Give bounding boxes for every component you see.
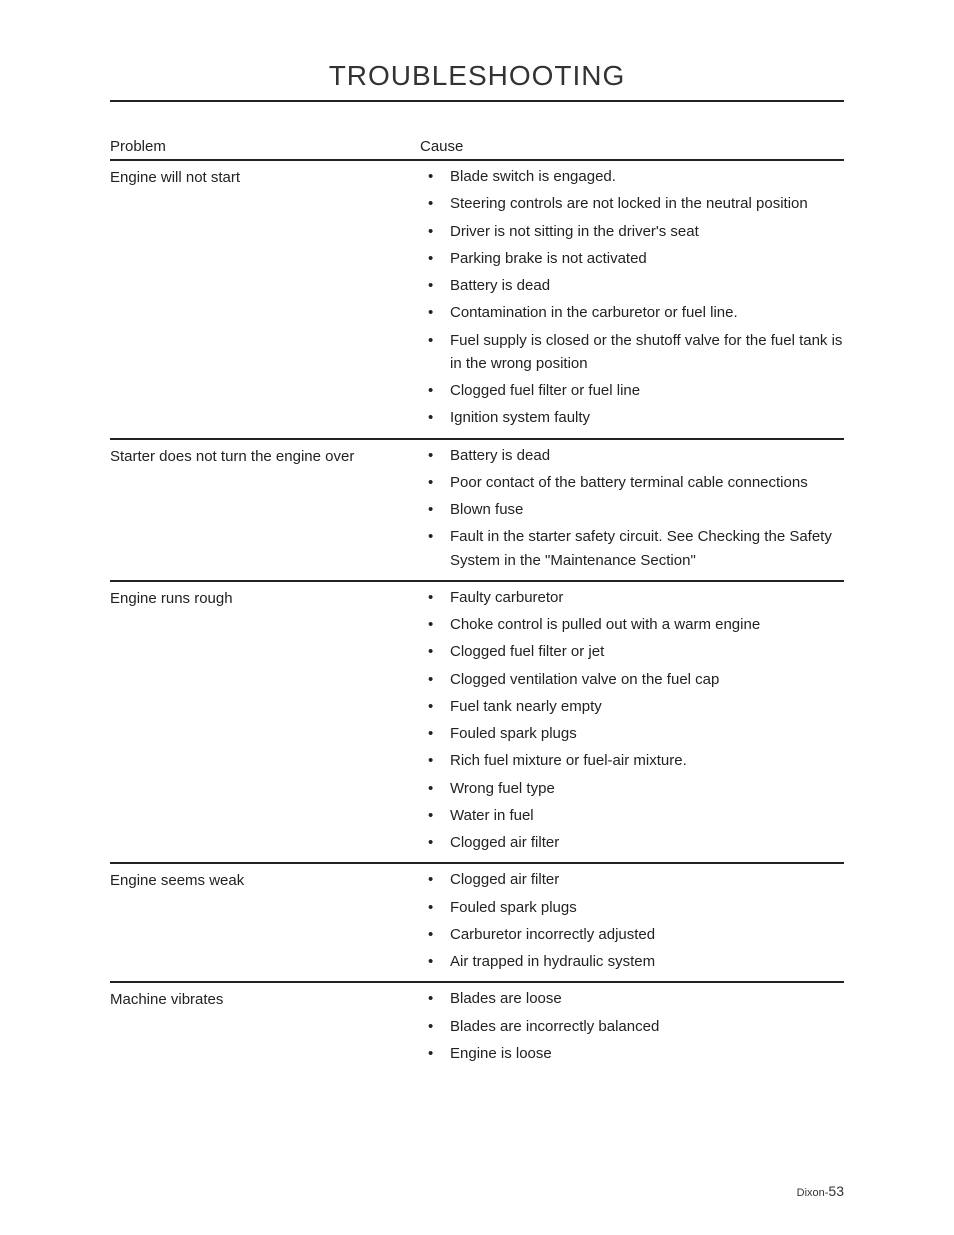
table-row: Engine will not startBlade switch is eng… bbox=[110, 161, 844, 440]
cause-item: Blades are incorrectly balanced bbox=[420, 1015, 844, 1042]
cause-item: Blade switch is engaged. bbox=[420, 165, 844, 192]
cause-list: Clogged air filterFouled spark plugsCarb… bbox=[420, 868, 844, 977]
cause-item: Rich fuel mixture or fuel-air mixture. bbox=[420, 749, 844, 776]
cause-item: Blades are loose bbox=[420, 987, 844, 1014]
cause-item: Blown fuse bbox=[420, 498, 844, 525]
document-page: TROUBLESHOOTING Problem Cause Engine wil… bbox=[0, 0, 954, 1235]
cause-item: Steering controls are not locked in the … bbox=[420, 192, 844, 219]
cause-item: Water in fuel bbox=[420, 804, 844, 831]
cause-item: Fouled spark plugs bbox=[420, 896, 844, 923]
cause-item: Choke control is pulled out with a warm … bbox=[420, 613, 844, 640]
cause-item: Battery is dead bbox=[420, 274, 844, 301]
cause-item: Fuel tank nearly empty bbox=[420, 695, 844, 722]
cause-item: Fuel supply is closed or the shutoff val… bbox=[420, 329, 844, 380]
table-row: Starter does not turn the engine overBat… bbox=[110, 440, 844, 582]
table-row: Engine seems weakClogged air filterFoule… bbox=[110, 864, 844, 983]
cause-item: Clogged fuel filter or jet bbox=[420, 640, 844, 667]
cause-list: Blades are looseBlades are incorrectly b… bbox=[420, 987, 844, 1069]
problem-cell: Engine runs rough bbox=[110, 586, 420, 859]
problem-cell: Engine will not start bbox=[110, 165, 420, 434]
cause-item: Poor contact of the battery terminal cab… bbox=[420, 471, 844, 498]
problem-cell: Machine vibrates bbox=[110, 987, 420, 1069]
problem-cell: Starter does not turn the engine over bbox=[110, 444, 420, 576]
cause-item: Fouled spark plugs bbox=[420, 722, 844, 749]
cause-list: Faulty carburetorChoke control is pulled… bbox=[420, 586, 844, 859]
footer-prefix: Dixon- bbox=[797, 1187, 829, 1199]
cause-item: Wrong fuel type bbox=[420, 777, 844, 804]
problem-cell: Engine seems weak bbox=[110, 868, 420, 977]
cause-item: Clogged fuel filter or fuel line bbox=[420, 379, 844, 406]
cause-item: Contamination in the carburetor or fuel … bbox=[420, 301, 844, 328]
cause-item: Clogged air filter bbox=[420, 868, 844, 895]
cause-item: Air trapped in hydraulic system bbox=[420, 950, 844, 977]
table-row: Engine runs roughFaulty carburetorChoke … bbox=[110, 582, 844, 865]
cause-item: Parking brake is not activated bbox=[420, 247, 844, 274]
cause-list: Battery is deadPoor contact of the batte… bbox=[420, 444, 844, 576]
header-problem: Problem bbox=[110, 138, 420, 155]
cause-list: Blade switch is engaged.Steering control… bbox=[420, 165, 844, 434]
cause-item: Fault in the starter safety circuit. See… bbox=[420, 525, 844, 576]
cause-item: Battery is dead bbox=[420, 444, 844, 471]
page-footer: Dixon-53 bbox=[797, 1183, 844, 1199]
table-row: Machine vibratesBlades are looseBlades a… bbox=[110, 983, 844, 1073]
header-cause: Cause bbox=[420, 138, 844, 155]
footer-page-number: 53 bbox=[828, 1183, 844, 1199]
table-body: Engine will not startBlade switch is eng… bbox=[110, 161, 844, 1073]
cause-item: Faulty carburetor bbox=[420, 586, 844, 613]
cause-item: Carburetor incorrectly adjusted bbox=[420, 923, 844, 950]
page-title: TROUBLESHOOTING bbox=[110, 60, 844, 102]
cause-item: Driver is not sitting in the driver's se… bbox=[420, 220, 844, 247]
cause-item: Engine is loose bbox=[420, 1042, 844, 1069]
cause-item: Ignition system faulty bbox=[420, 406, 844, 433]
cause-item: Clogged ventilation valve on the fuel ca… bbox=[420, 668, 844, 695]
troubleshooting-table: Problem Cause Engine will not startBlade… bbox=[110, 138, 844, 1073]
table-header-row: Problem Cause bbox=[110, 138, 844, 161]
cause-item: Clogged air filter bbox=[420, 831, 844, 858]
